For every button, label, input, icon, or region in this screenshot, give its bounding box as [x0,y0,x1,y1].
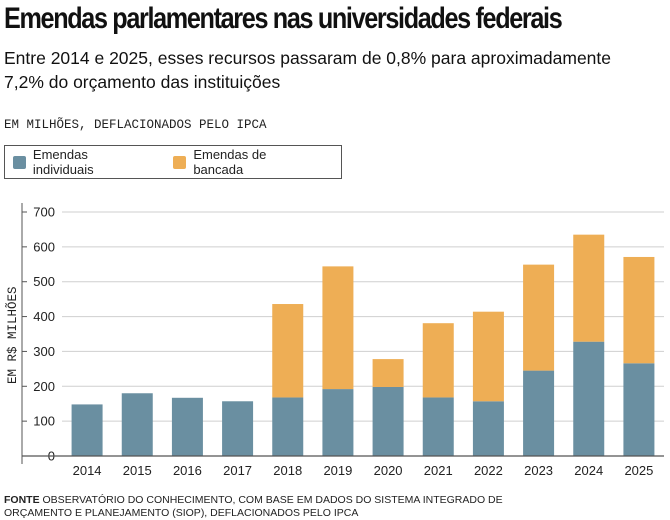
x-tick-label: 2023 [524,463,553,478]
bar-individuais-2022 [472,401,504,456]
x-tick-label: 2017 [223,463,252,478]
bar-individuais-2014 [71,404,103,456]
legend: Emendas individuais Emendas de bancada [4,145,342,179]
x-tick-label: 2019 [323,463,352,478]
chart-subtitle: Entre 2014 e 2025, esses recursos passar… [4,48,612,92]
source-note: FONTE OBSERVATÓRIO DO CONHECIMENTO, COM … [4,494,524,520]
source-label: FONTE [4,494,40,506]
legend-swatch-individuais [13,155,26,169]
bar-individuais-2018 [272,397,304,456]
y-tick-label: 100 [33,414,55,429]
bar-individuais-2016 [171,397,203,456]
y-tick-label: 400 [33,309,55,324]
bar-bancada-2024 [573,234,605,342]
y-tick-label: 300 [33,344,55,359]
x-tick-label: 2021 [424,463,453,478]
legend-label-individuais: Emendas individuais [32,147,94,177]
bar-individuais-2025 [623,363,655,456]
bar-individuais-2024 [573,341,605,456]
x-tick-label: 2016 [173,463,202,478]
legend-item-individuais: Emendas individuais [13,147,151,177]
x-tick-labels: 2014 2015 2016 2017 2018 2019 2020 2021 2022 2023… [73,463,654,478]
bar-bancada-2018 [272,304,304,398]
bar-bancada-2020 [372,359,404,387]
x-tick-label: 2014 [73,463,102,478]
x-tick-label: 2018 [273,463,302,478]
chart-title: Emendas parlamentares nas universidades … [4,2,563,35]
x-tick-label: 2020 [374,463,403,478]
x-tick-label: 2025 [624,463,653,478]
source-text: OBSERVATÓRIO DO CONHECIMENTO, COM BASE E… [4,494,503,519]
x-tick-label: 2024 [574,463,603,478]
bar-bancada-2025 [623,256,655,364]
y-tick-label: 500 [33,274,55,289]
bar-bancada-2021 [422,323,454,398]
bar-bancada-2023 [523,264,555,371]
bar-individuais-2015 [121,393,153,456]
x-tick-label: 2015 [123,463,152,478]
bars [71,234,655,456]
gridlines [62,211,664,422]
bar-bancada-2019 [322,266,354,390]
bar-bancada-2022 [472,311,504,402]
y-tick-label: 200 [33,379,55,394]
axes [21,203,664,464]
y-tick-label: 600 [33,239,55,254]
bar-individuais-2021 [422,397,454,456]
x-tick-label: 2022 [474,463,503,478]
bar-individuais-2019 [322,389,354,456]
bar-individuais-2020 [372,386,404,456]
legend-item-bancada: Emendas de bancada [173,147,319,177]
unit-note: EM MILHÕES, DEFLACIONADOS PELO IPCA [4,118,267,132]
bar-individuais-2017 [222,401,254,456]
y-tick-label: 700 [33,205,55,220]
legend-label-bancada: Emendas de bancada [193,147,267,177]
legend-swatch-bancada [173,155,187,169]
bar-individuais-2023 [523,370,555,456]
